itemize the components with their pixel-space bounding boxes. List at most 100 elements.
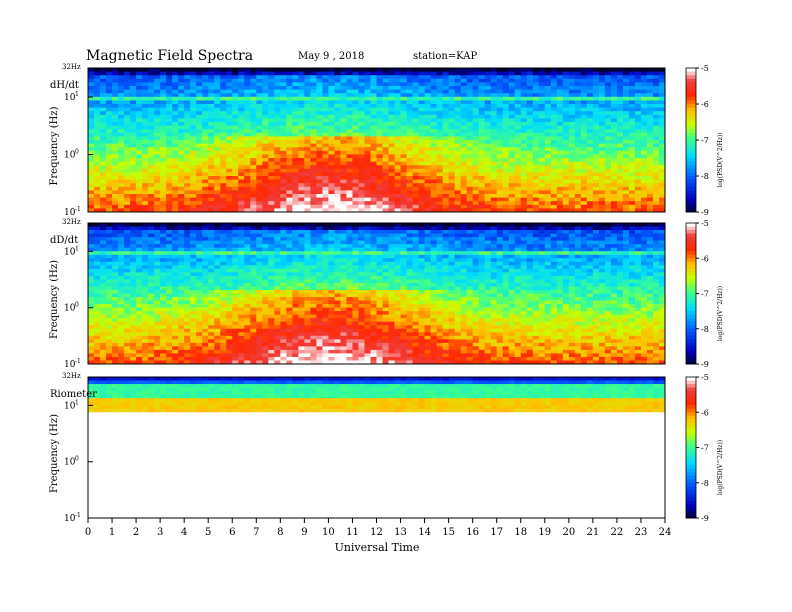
spectrogram-cell	[646, 190, 654, 195]
spectrogram-cell	[88, 132, 95, 137]
spectrogram-cell	[478, 179, 486, 184]
spectrogram-cell	[88, 179, 95, 184]
spectrogram-cell	[172, 197, 179, 202]
spectrogram-cell	[190, 279, 197, 284]
spectrogram-cell	[634, 89, 642, 94]
spectrogram-cell	[628, 71, 636, 76]
spectrogram-cell	[190, 147, 197, 152]
spectrogram-cell	[304, 143, 311, 148]
spectrogram-cell	[460, 129, 468, 134]
spectrogram-cell	[568, 136, 576, 141]
spectrogram-cell	[604, 201, 612, 206]
spectrogram-cell	[538, 197, 546, 202]
spectrogram-cell	[190, 244, 197, 249]
spectrogram-cell	[340, 96, 347, 101]
spectrogram-cell	[256, 125, 263, 130]
spectrogram-cell	[202, 183, 209, 188]
spectrogram-cell	[592, 111, 600, 116]
spectrogram-cell	[190, 136, 197, 141]
spectrogram-cell	[310, 93, 317, 98]
spectrogram-cell	[340, 179, 347, 184]
spectrogram-cell	[466, 75, 474, 80]
spectrogram-cell	[184, 321, 191, 326]
spectrogram-cell	[244, 342, 251, 347]
spectrogram-cell	[106, 143, 113, 148]
spectrogram-cell	[220, 223, 227, 227]
spectrogram-cell	[196, 286, 203, 291]
spectrogram-cell	[622, 194, 630, 198]
spectrogram-cell	[448, 93, 456, 98]
spectrogram-cell	[298, 100, 305, 105]
spectrogram-cell	[544, 150, 552, 155]
spectrogram-cell	[118, 297, 125, 301]
spectrogram-cell	[268, 93, 275, 98]
spectrogram-cell	[304, 129, 311, 134]
spectrogram-cell	[562, 183, 570, 188]
spectrogram-cell	[130, 289, 137, 294]
spectrogram-cell	[496, 136, 504, 141]
spectrogram-cell	[508, 168, 516, 173]
spectrogram-cell	[490, 165, 498, 170]
spectrogram-cell	[166, 353, 173, 358]
spectrogram-cell	[592, 129, 600, 134]
spectrogram-cell	[148, 293, 155, 298]
spectrogram-cell	[130, 244, 137, 249]
spectrogram-cell	[472, 71, 480, 76]
spectrogram-cell	[586, 176, 594, 180]
spectrogram-cell	[436, 75, 444, 80]
spectrogram-cell	[226, 307, 233, 312]
spectrogram-cell	[268, 168, 275, 173]
spectrogram-cell	[184, 293, 191, 298]
spectrogram-cell	[274, 107, 281, 112]
spectrogram-cell	[106, 89, 113, 94]
spectrogram-cell	[466, 176, 474, 180]
spectrogram-cell	[136, 122, 143, 126]
spectrogram-cell	[238, 325, 245, 330]
spectrogram-cell	[226, 282, 233, 287]
spectrogram-cell	[136, 186, 143, 191]
spectrogram-cell	[646, 154, 654, 159]
spectrogram-cell	[268, 179, 275, 184]
spectrogram-cell	[400, 194, 407, 198]
spectrogram-cell	[400, 147, 407, 152]
spectrogram-cell	[190, 172, 197, 177]
spectrogram-cell	[166, 107, 173, 112]
spectrogram-cell	[154, 129, 161, 134]
spectrogram-cell	[562, 96, 570, 101]
spectrogram-cell	[256, 93, 263, 98]
spectrogram-cell	[136, 168, 143, 173]
spectrogram-cell	[520, 190, 528, 195]
spectrogram-cell	[232, 104, 239, 108]
spectrogram-cell	[94, 68, 101, 72]
spectrogram-cell	[214, 240, 221, 245]
spectrogram-cell	[328, 140, 335, 144]
spectrogram-cell	[460, 111, 468, 116]
spectrogram-cell	[340, 176, 347, 180]
spectrogram-cell	[496, 100, 504, 105]
spectrogram-cell	[286, 125, 293, 130]
spectrogram-cell	[544, 140, 552, 144]
spectrogram-cell	[526, 104, 534, 108]
spectrogram-cell	[586, 179, 594, 184]
spectrogram-cell	[322, 75, 329, 80]
spectrogram-cell	[562, 100, 570, 105]
spectrogram-cell	[460, 100, 468, 105]
spectrogram-cell	[106, 300, 113, 305]
spectrogram-cell	[484, 150, 492, 155]
spectrogram-cell	[490, 201, 498, 206]
spectrogram-cell	[424, 107, 431, 112]
spectrogram-cell	[130, 311, 137, 316]
spectrogram-cell	[142, 233, 149, 238]
spectrogram-cell	[184, 289, 191, 294]
spectrogram-cell	[166, 89, 173, 94]
spectrogram-cell	[298, 107, 305, 112]
spectrogram-cell	[160, 122, 167, 126]
spectrogram-cell	[364, 86, 371, 90]
spectrogram-cell	[214, 125, 221, 130]
spectrogram-cell	[112, 114, 119, 119]
spectrogram-cell	[166, 226, 173, 231]
spectrogram-cell	[256, 183, 263, 188]
spectrogram-cell	[208, 321, 215, 326]
spectrogram-cell	[166, 201, 173, 206]
spectrogram-cell	[262, 204, 269, 209]
